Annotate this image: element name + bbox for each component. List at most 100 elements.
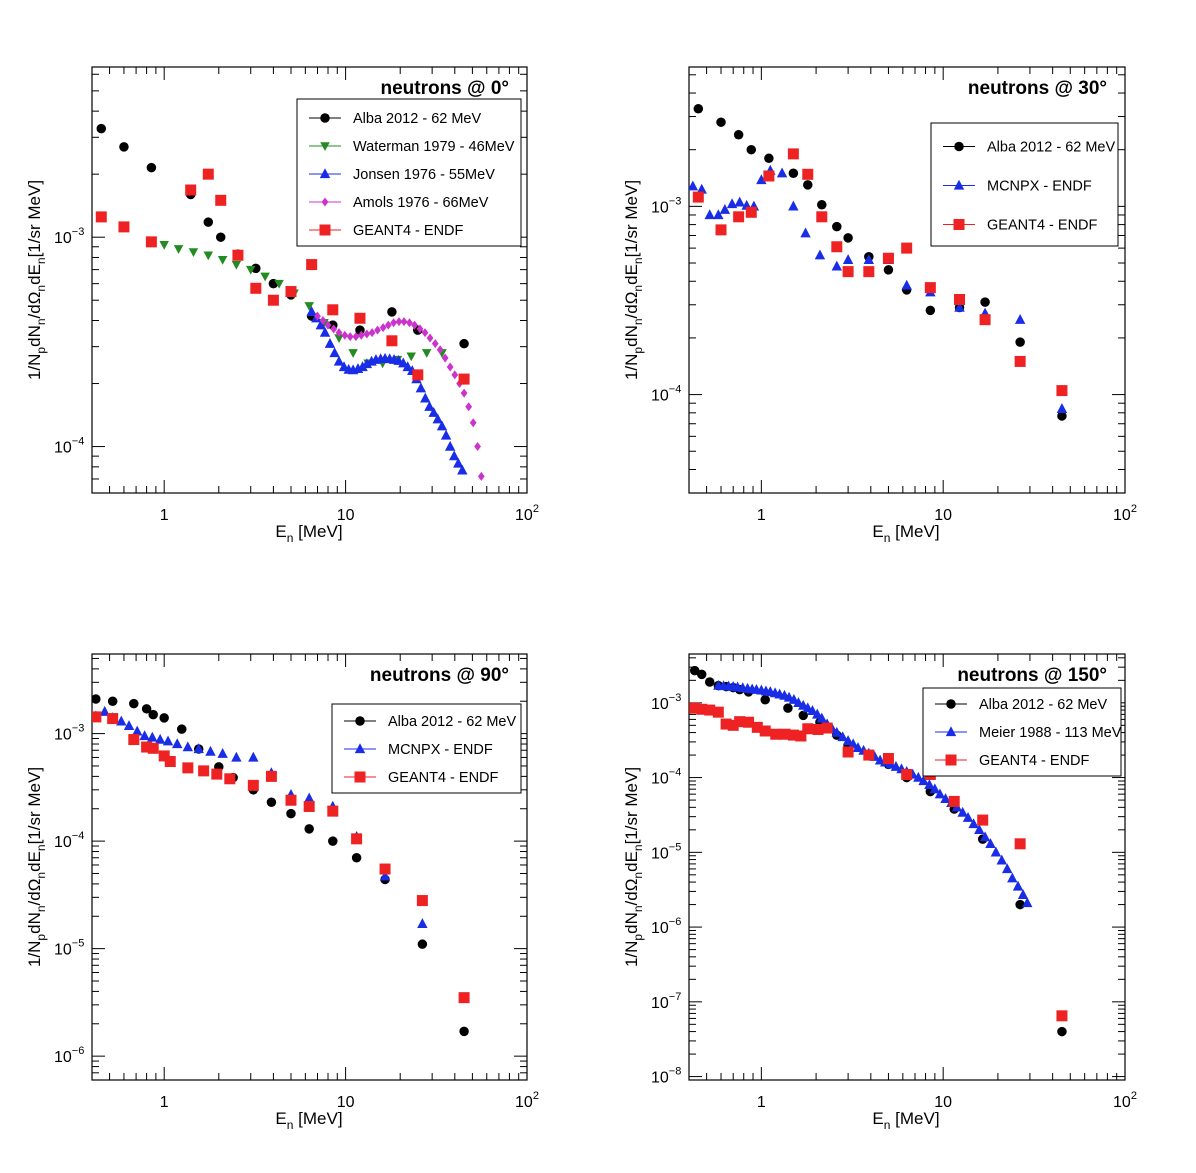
x-tick-label: 10 <box>934 507 952 524</box>
data-point <box>929 783 941 794</box>
data-point <box>203 251 214 261</box>
y-tick-label: 10−5 <box>651 841 681 862</box>
data-point <box>459 1026 469 1037</box>
data-point <box>357 330 365 340</box>
data-point <box>333 355 345 366</box>
data-point <box>734 196 745 207</box>
data-point <box>412 369 424 381</box>
chart-title: neutrons @ 0° <box>380 78 509 99</box>
data-point <box>148 709 158 720</box>
data-point <box>458 373 470 385</box>
data-point <box>324 337 336 348</box>
data-point <box>231 751 242 762</box>
data-point <box>92 711 102 723</box>
data-point <box>416 324 424 334</box>
data-point <box>329 347 340 358</box>
data-point <box>324 320 332 330</box>
data-point <box>203 217 214 227</box>
data-point <box>1056 403 1068 413</box>
data-point <box>954 301 965 312</box>
data-point <box>704 704 716 716</box>
legend: Alba 2012 - 62 MeV Meier 1988 - 113 MeV GE… <box>922 687 1122 777</box>
data-point <box>831 260 843 271</box>
data-point <box>812 708 823 719</box>
data-point <box>119 142 129 152</box>
data-point <box>458 992 470 1004</box>
data-point <box>1057 411 1067 421</box>
data-point <box>154 733 166 744</box>
data-point <box>420 392 431 403</box>
data-point <box>334 334 344 343</box>
data-point <box>374 325 381 335</box>
data-point <box>432 413 443 424</box>
data-point <box>996 854 1007 865</box>
data-point <box>696 669 707 680</box>
data-point <box>1007 872 1018 883</box>
data-point <box>260 272 270 282</box>
plot-frame <box>91 66 528 494</box>
plot-area <box>689 665 1068 1037</box>
data-point <box>182 762 194 774</box>
y-axis-title: 1/NpdNn/dΩndEn[1/sr MeV] <box>25 180 48 380</box>
legend-label: Waterman 1979 - 46MeV <box>353 139 515 155</box>
data-point <box>715 224 727 236</box>
data-point <box>141 704 152 714</box>
data-point <box>901 242 913 254</box>
data-point <box>760 694 770 705</box>
data-point <box>217 256 228 265</box>
data-point <box>842 746 854 758</box>
series-amols-1976-66mev <box>314 311 485 481</box>
data-point <box>696 703 708 715</box>
data-point <box>883 265 894 275</box>
data-point <box>314 311 321 321</box>
series-geant4-endf <box>95 168 470 385</box>
data-point <box>188 248 199 257</box>
data-point <box>402 361 413 372</box>
data-point <box>720 718 732 730</box>
data-point <box>812 723 824 735</box>
data-point <box>1014 838 1026 850</box>
data-point <box>96 123 107 134</box>
data-point <box>92 694 101 704</box>
data-point <box>842 266 854 278</box>
chart-panel-2: 1 10 102 10−3 10−4 En [MeV] 1/NpdNn/dΩndEn[1/s… <box>622 66 1137 545</box>
data-point <box>390 318 398 328</box>
data-point <box>733 130 744 140</box>
data-point <box>692 191 704 203</box>
data-point <box>716 117 726 127</box>
x-tick-label: 1 <box>757 1094 766 1111</box>
data-point <box>193 743 204 754</box>
y-axis-title: 1/NpdNn/dΩndEn[1/sr MeV] <box>622 767 645 967</box>
data-point <box>248 751 259 762</box>
data-point <box>901 279 912 290</box>
data-point <box>985 838 996 848</box>
legend-label: MCNPX - ENDF <box>388 742 493 758</box>
legend-label: MCNPX - ENDF <box>987 179 1092 195</box>
data-point <box>384 320 392 330</box>
data-point <box>704 677 715 687</box>
x-tick-label: 102 <box>515 503 539 524</box>
data-point <box>107 713 119 725</box>
chart-title: neutrons @ 30° <box>968 78 1107 99</box>
data-point <box>379 870 391 881</box>
legend-label: Alba 2012 - 62 MeV <box>353 111 481 127</box>
plot-area <box>92 694 470 1037</box>
data-point <box>779 728 791 740</box>
data-point <box>979 314 991 326</box>
data-point <box>304 302 314 311</box>
data-point <box>215 232 226 242</box>
data-point <box>890 760 902 771</box>
data-point <box>712 706 724 718</box>
data-point <box>351 853 362 863</box>
series-waterman-1979-46mev <box>159 241 447 369</box>
data-point <box>449 450 460 461</box>
data-point <box>474 442 481 452</box>
data-point <box>713 209 724 220</box>
data-point <box>1056 385 1068 397</box>
data-point <box>751 721 763 733</box>
legend-marker <box>319 168 331 179</box>
plot-area <box>689 104 1068 421</box>
data-point <box>335 328 343 338</box>
x-axis-title: En [MeV] <box>275 1109 342 1132</box>
data-point <box>368 328 376 338</box>
